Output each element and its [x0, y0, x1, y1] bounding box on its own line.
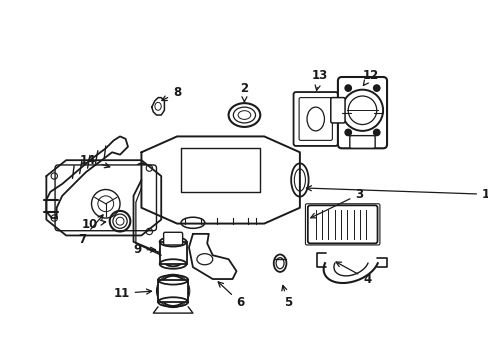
Text: 9: 9	[133, 243, 155, 256]
FancyBboxPatch shape	[349, 136, 374, 148]
FancyBboxPatch shape	[299, 98, 332, 140]
Circle shape	[345, 129, 351, 136]
FancyBboxPatch shape	[307, 205, 377, 243]
FancyBboxPatch shape	[330, 98, 345, 123]
Text: 14: 14	[80, 154, 109, 168]
Circle shape	[373, 129, 379, 136]
Text: 2: 2	[240, 82, 248, 102]
Text: 10: 10	[81, 218, 105, 231]
Text: 5: 5	[281, 285, 291, 309]
Circle shape	[345, 85, 351, 91]
Text: 12: 12	[362, 69, 379, 85]
Text: 6: 6	[218, 282, 244, 309]
Text: 1: 1	[306, 186, 488, 201]
Text: 13: 13	[311, 69, 327, 90]
FancyBboxPatch shape	[163, 232, 182, 245]
Text: 3: 3	[310, 188, 363, 218]
Text: 8: 8	[162, 86, 181, 100]
Text: 11: 11	[113, 287, 151, 300]
Bar	[159, 242, 186, 264]
Text: 7: 7	[78, 215, 103, 246]
Text: 4: 4	[335, 262, 370, 285]
FancyBboxPatch shape	[55, 165, 156, 231]
Circle shape	[373, 85, 379, 91]
FancyBboxPatch shape	[337, 77, 386, 148]
FancyBboxPatch shape	[293, 92, 337, 146]
Bar	[158, 280, 188, 302]
